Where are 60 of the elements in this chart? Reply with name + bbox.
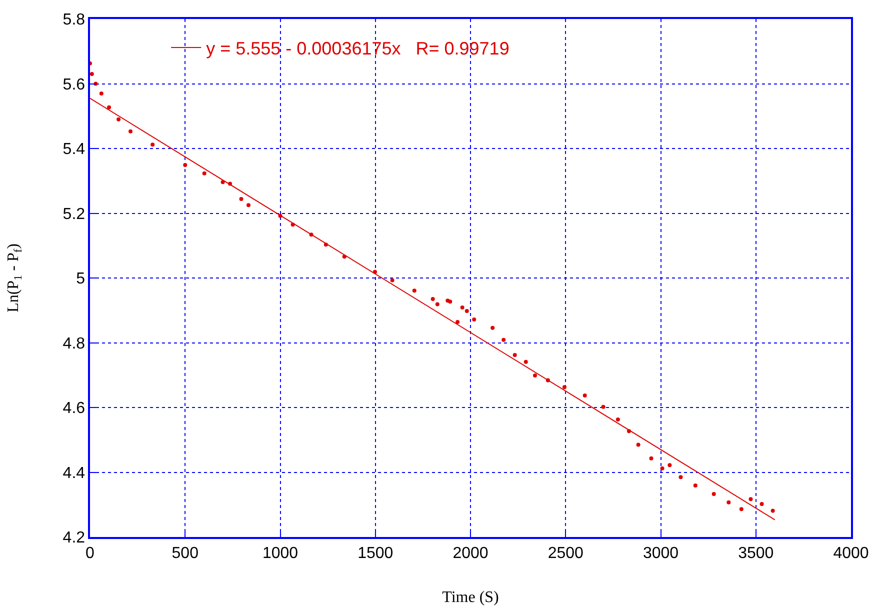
point (183, 163, 188, 168)
point (693, 484, 698, 488)
point (770, 508, 775, 513)
point (601, 404, 606, 409)
point (739, 507, 744, 512)
point (448, 300, 452, 304)
x-tick-label: 0 (86, 544, 95, 562)
point (472, 317, 476, 322)
point (150, 142, 155, 147)
point (524, 360, 528, 364)
point (390, 278, 394, 282)
point (202, 171, 206, 176)
point (726, 500, 731, 504)
point (99, 91, 104, 96)
x-tick-label: 4000 (833, 544, 869, 562)
point (562, 385, 566, 390)
x-tick-label: 1500 (358, 544, 394, 562)
x-tick-label: 2000 (452, 544, 488, 562)
x-tick-label: 3500 (738, 544, 774, 562)
point (712, 492, 716, 496)
x-tick-label: 2500 (548, 544, 584, 562)
point (490, 326, 495, 330)
point (116, 117, 121, 122)
point (649, 456, 654, 460)
y-tick-label: 5.4 (62, 141, 86, 158)
x-tick-label: 500 (172, 544, 199, 562)
y-tick-label: 5 (76, 270, 86, 288)
point (512, 353, 517, 358)
point (435, 302, 440, 306)
point (760, 502, 764, 506)
point (502, 338, 506, 342)
legend-label: y = 5.555 - 0.00036175x R= 0.99719 (206, 38, 510, 59)
x-tick-label: 3000 (642, 544, 679, 562)
y-tick-label: 4.8 (62, 335, 86, 352)
point (246, 203, 250, 208)
point (748, 497, 753, 502)
point (636, 442, 640, 447)
point (532, 373, 537, 378)
point (660, 466, 664, 470)
point (668, 463, 672, 468)
x-tick-label: 1000 (262, 544, 298, 562)
y-tick-label: 5.2 (62, 206, 86, 223)
point (128, 129, 133, 134)
point (90, 72, 94, 76)
point (616, 417, 620, 422)
point (456, 320, 460, 324)
point (107, 105, 112, 110)
point (678, 475, 683, 480)
point (430, 297, 435, 302)
y-tick-label: 5.8 (62, 12, 86, 29)
point (582, 394, 587, 398)
x-axis-title: Time (S) (442, 589, 499, 606)
y-tick-label: 4.4 (62, 464, 86, 482)
point (239, 197, 244, 202)
y-tick-label: 4.6 (62, 400, 86, 418)
point (460, 305, 464, 310)
point (412, 288, 416, 293)
y-tick-label: 4.2 (62, 530, 86, 547)
point (464, 309, 469, 314)
y-tick-label: 5.6 (62, 76, 86, 94)
